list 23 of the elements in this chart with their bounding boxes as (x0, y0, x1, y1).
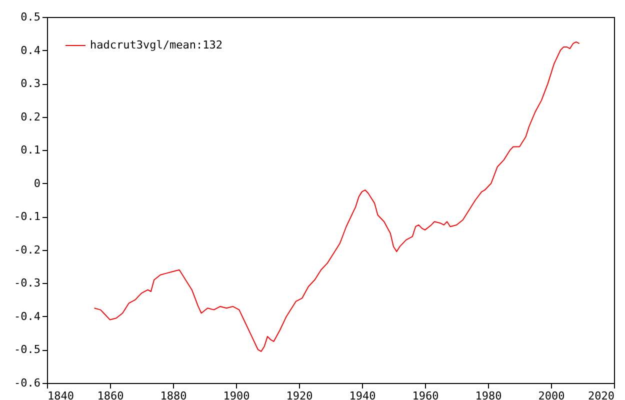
y-tick-label: 0.4 (20, 44, 41, 57)
x-tick-label: 1920 (286, 390, 313, 400)
x-tick-label: 1940 (349, 390, 376, 400)
x-tick-label: 1980 (475, 390, 502, 400)
x-tick-label: 1960 (412, 390, 439, 400)
x-tick-label: 1840 (48, 390, 74, 400)
y-tick-label: 0.3 (20, 77, 40, 90)
x-tick-label: 2000 (538, 390, 565, 400)
y-tick-label: -0.2 (14, 243, 40, 256)
x-tick-label: 1900 (223, 390, 250, 400)
y-tick-label: -0.3 (14, 276, 40, 290)
y-tick-label: -0.6 (14, 376, 40, 390)
y-tick-label: -0.5 (14, 343, 40, 356)
x-tick-label: 2020 (588, 390, 614, 400)
y-tick-label: -0.1 (14, 210, 40, 224)
y-tick-label: 0 (34, 176, 40, 190)
y-tick-label: 0.2 (20, 110, 40, 124)
y-tick-label: 0.5 (20, 10, 40, 24)
x-tick-label: 1880 (160, 390, 187, 400)
legend-label: hadcrut3vgl/mean:132 (90, 38, 222, 52)
y-tick-label: -0.4 (14, 310, 41, 323)
x-tick-label: 1860 (97, 390, 124, 400)
y-tick-label: 0.1 (20, 144, 40, 157)
